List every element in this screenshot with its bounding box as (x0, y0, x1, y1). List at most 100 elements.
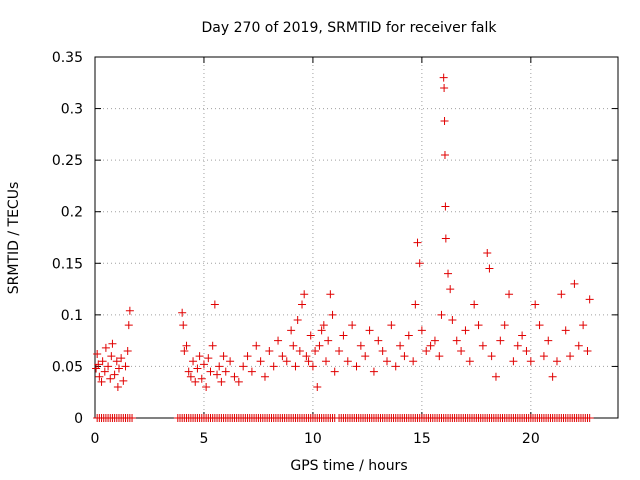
data-point (94, 360, 103, 369)
data-point (430, 336, 439, 345)
data-point (107, 352, 116, 361)
data-point (383, 357, 392, 366)
data-point (435, 352, 444, 361)
axes-layer: 0 5 10 15 20 0 0.05 0.1 0.15 0.2 0.25 0.3 0.35 (52, 50, 619, 447)
data-point (114, 364, 123, 373)
data-point (289, 341, 298, 350)
data-point (208, 341, 217, 350)
y-tick-label: 0.3 (61, 102, 83, 118)
data-point (544, 336, 553, 345)
data-point (319, 321, 328, 330)
data-point (348, 321, 357, 330)
data-point (328, 310, 337, 319)
data-point (391, 362, 400, 371)
data-point (287, 326, 296, 335)
data-point (365, 326, 374, 335)
data-point (413, 238, 422, 247)
data-point (437, 310, 446, 319)
data-point (98, 357, 107, 366)
chart-title: Day 270 of 2019, SRMTID for receiver fal… (202, 20, 498, 36)
data-point (321, 357, 330, 366)
data-point (409, 357, 418, 366)
x-tick-label: 10 (304, 431, 322, 447)
data-point (440, 83, 449, 92)
data-point (308, 362, 317, 371)
data-point (505, 290, 514, 299)
y-tick-label: 0.2 (61, 205, 83, 221)
data-point (104, 362, 113, 371)
data-point (199, 360, 208, 369)
data-point (441, 234, 450, 243)
data-point (526, 357, 535, 366)
data-point (293, 316, 302, 325)
data-point (570, 279, 579, 288)
data-point (500, 321, 509, 330)
data-point (315, 341, 324, 350)
data-point (585, 295, 594, 304)
data-point (191, 377, 200, 386)
data-point (361, 352, 370, 361)
y-tick-label: 0.05 (52, 359, 83, 375)
data-point (400, 352, 409, 361)
data-point (461, 326, 470, 335)
data-point (179, 321, 188, 330)
data-point (97, 377, 106, 386)
data-point (396, 341, 405, 350)
data-point (112, 357, 121, 366)
data-point (496, 336, 505, 345)
data-point (343, 357, 352, 366)
data-point (335, 346, 344, 355)
data-point (535, 321, 544, 330)
data-point (182, 341, 191, 350)
data-point (326, 290, 335, 299)
y-axis-label: SRMTID / TECUs (6, 182, 22, 295)
data-point (411, 300, 420, 309)
x-tick-label: 15 (413, 431, 431, 447)
y-tick-label: 0.1 (61, 308, 83, 324)
data-point (583, 346, 592, 355)
data-point (474, 321, 483, 330)
data-point (491, 372, 500, 381)
data-point (440, 116, 449, 125)
y-tick-label: 0 (74, 411, 83, 427)
data-point (457, 346, 466, 355)
x-tick-label: 20 (522, 431, 540, 447)
data-point (446, 285, 455, 294)
data-point (124, 321, 133, 330)
data-point (330, 367, 339, 376)
data-point (417, 326, 426, 335)
data-point (339, 331, 348, 340)
data-point (452, 336, 461, 345)
data-point (518, 331, 527, 340)
data-point (92, 364, 101, 373)
data-point (206, 367, 215, 376)
data-point (513, 341, 522, 350)
data-point (213, 370, 222, 379)
data-point (95, 372, 104, 381)
data-point (448, 316, 457, 325)
data-point (178, 308, 187, 317)
data-point (440, 150, 449, 159)
data-point (317, 326, 326, 335)
data-point (265, 346, 274, 355)
data-point (509, 357, 518, 366)
data-point (561, 326, 570, 335)
data-point (311, 346, 320, 355)
data-point (108, 339, 117, 348)
data-point (113, 383, 122, 392)
data-point (204, 354, 213, 363)
data-point-zero (585, 414, 594, 422)
labels-layer: Day 270 of 2019, SRMTID for receiver fal… (6, 20, 497, 474)
data-point (110, 370, 119, 379)
data-point (93, 350, 102, 359)
data-point (101, 343, 110, 352)
data-point (117, 354, 126, 363)
x-tick-label: 0 (91, 431, 100, 447)
data-point (256, 357, 265, 366)
data-point (374, 336, 383, 345)
data-point (439, 73, 448, 82)
data-point (186, 372, 195, 381)
data-point (300, 290, 309, 299)
data-point (189, 357, 198, 366)
